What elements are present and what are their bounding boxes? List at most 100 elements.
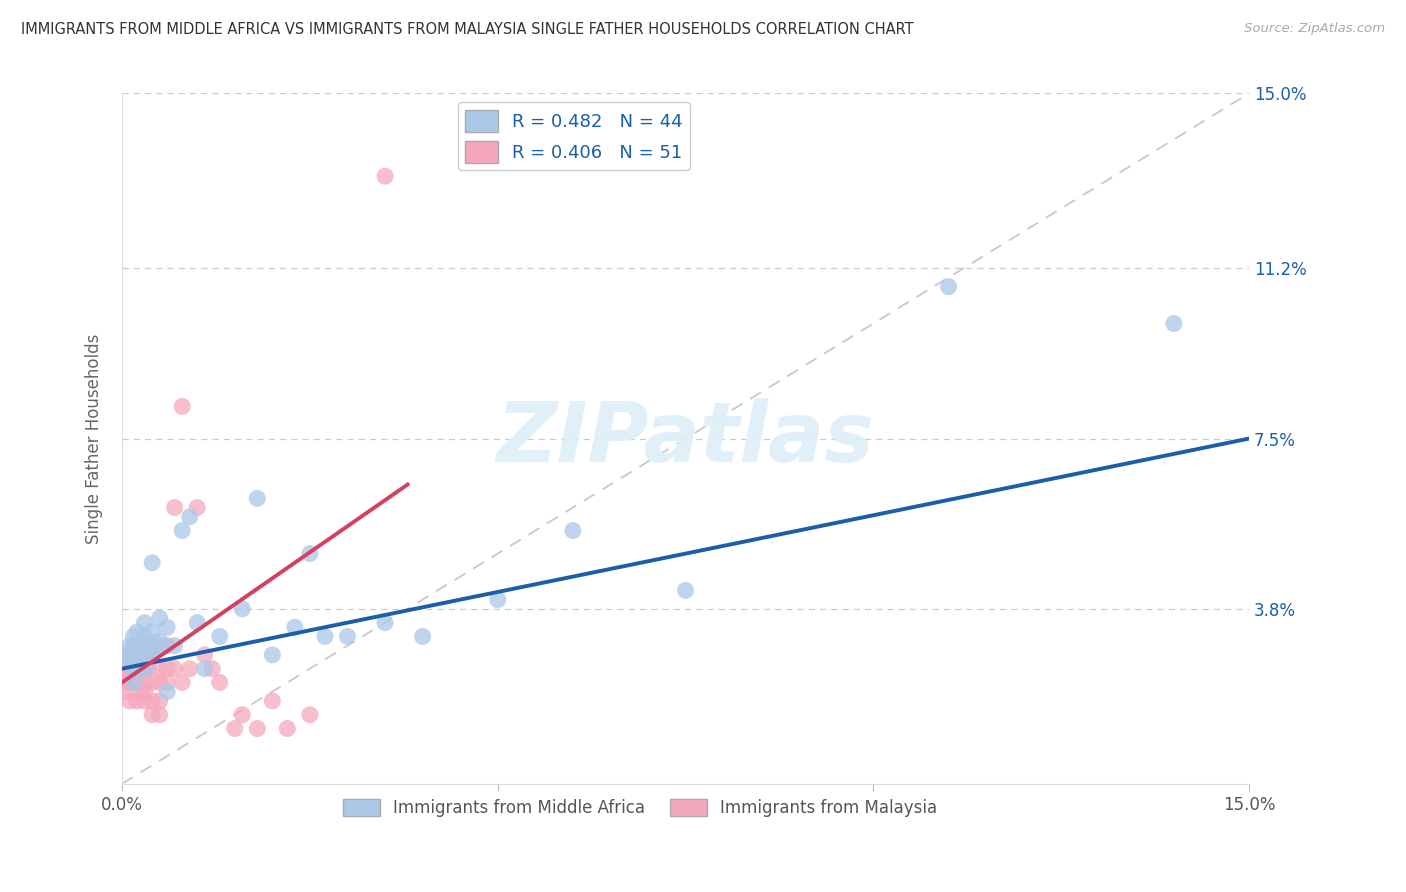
Point xyxy=(262,694,284,708)
Point xyxy=(134,684,156,698)
Point xyxy=(179,662,201,676)
Point xyxy=(125,639,148,653)
Point xyxy=(118,639,141,653)
Text: Source: ZipAtlas.com: Source: ZipAtlas.com xyxy=(1244,22,1385,36)
Y-axis label: Single Father Households: Single Father Households xyxy=(86,334,103,544)
Point xyxy=(314,630,336,644)
Point xyxy=(172,675,194,690)
Point xyxy=(276,722,298,736)
Point xyxy=(134,662,156,676)
Point xyxy=(224,722,246,736)
Point xyxy=(208,675,231,690)
Point xyxy=(125,639,148,653)
Point xyxy=(141,648,163,662)
Point xyxy=(125,648,148,662)
Point xyxy=(122,662,145,676)
Point xyxy=(141,639,163,653)
Point xyxy=(561,524,583,538)
Point xyxy=(149,611,172,625)
Point xyxy=(208,630,231,644)
Point xyxy=(262,648,284,662)
Point xyxy=(186,500,208,515)
Point xyxy=(163,500,186,515)
Point xyxy=(118,694,141,708)
Legend: Immigrants from Middle Africa, Immigrants from Malaysia: Immigrants from Middle Africa, Immigrant… xyxy=(336,792,945,823)
Point xyxy=(125,662,148,676)
Point xyxy=(112,675,135,690)
Point xyxy=(141,707,163,722)
Point xyxy=(486,592,509,607)
Point xyxy=(156,620,179,634)
Point xyxy=(122,675,145,690)
Point xyxy=(156,639,179,653)
Point xyxy=(298,707,321,722)
Point xyxy=(172,524,194,538)
Point xyxy=(134,615,156,630)
Point xyxy=(186,615,208,630)
Point xyxy=(938,279,960,293)
Point xyxy=(134,662,156,676)
Point xyxy=(125,694,148,708)
Point xyxy=(141,648,163,662)
Point xyxy=(374,169,396,184)
Point xyxy=(231,602,253,616)
Point xyxy=(134,648,156,662)
Point xyxy=(179,509,201,524)
Text: IMMIGRANTS FROM MIDDLE AFRICA VS IMMIGRANTS FROM MALAYSIA SINGLE FATHER HOUSEHOL: IMMIGRANTS FROM MIDDLE AFRICA VS IMMIGRA… xyxy=(21,22,914,37)
Point xyxy=(134,639,156,653)
Point xyxy=(149,662,172,676)
Point xyxy=(118,648,141,662)
Point xyxy=(336,630,359,644)
Point xyxy=(194,648,217,662)
Point xyxy=(141,675,163,690)
Point xyxy=(114,684,136,698)
Point xyxy=(125,624,148,639)
Point xyxy=(156,684,179,698)
Point xyxy=(118,675,141,690)
Point xyxy=(122,675,145,690)
Point xyxy=(149,707,172,722)
Point xyxy=(149,634,172,648)
Point xyxy=(163,662,186,676)
Point xyxy=(118,652,141,666)
Point xyxy=(156,662,179,676)
Point xyxy=(412,630,434,644)
Point xyxy=(172,400,194,414)
Point xyxy=(675,583,697,598)
Point xyxy=(125,648,148,662)
Text: ZIPatlas: ZIPatlas xyxy=(496,398,875,479)
Point xyxy=(117,662,139,676)
Point xyxy=(141,556,163,570)
Point xyxy=(134,648,156,662)
Point xyxy=(374,615,396,630)
Point xyxy=(298,547,321,561)
Point xyxy=(149,639,172,653)
Point xyxy=(134,675,156,690)
Point xyxy=(134,630,156,644)
Point xyxy=(149,675,172,690)
Point xyxy=(246,491,269,506)
Point xyxy=(141,694,163,708)
Point xyxy=(1163,317,1185,331)
Point xyxy=(231,707,253,722)
Point xyxy=(194,662,217,676)
Point xyxy=(163,639,186,653)
Point xyxy=(284,620,307,634)
Point xyxy=(125,662,148,676)
Point xyxy=(125,675,148,690)
Point xyxy=(156,675,179,690)
Point xyxy=(114,648,136,662)
Point xyxy=(246,722,269,736)
Point xyxy=(129,662,152,676)
Point xyxy=(201,662,224,676)
Point xyxy=(122,630,145,644)
Point xyxy=(122,662,145,676)
Point xyxy=(129,684,152,698)
Point xyxy=(134,639,156,653)
Point xyxy=(138,662,160,676)
Point xyxy=(149,694,172,708)
Point xyxy=(134,694,156,708)
Point xyxy=(118,662,141,676)
Point xyxy=(141,624,163,639)
Point xyxy=(122,639,145,653)
